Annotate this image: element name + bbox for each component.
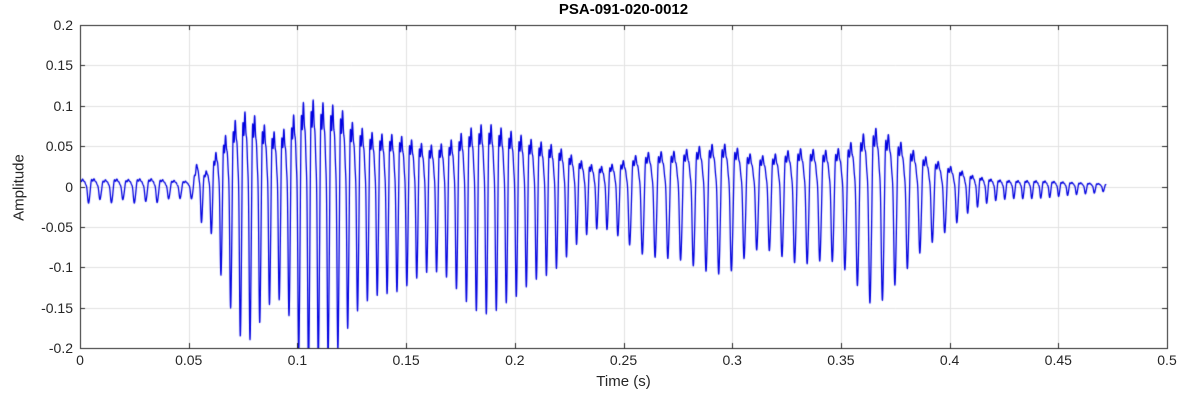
x-tick-label: 0.05 [175,352,203,368]
y-tick-label: 0.15 [45,57,73,74]
x-tick-label: 0.2 [505,352,525,368]
x-axis-label: Time (s) [596,373,651,390]
y-tick-label: -0.15 [41,299,73,316]
x-tick-label: 0.1 [287,352,308,368]
chart-title: PSA-091-020-0012 [558,1,689,18]
x-tick-label: 0.4 [939,352,960,368]
x-tick-label: 0 [76,352,84,368]
x-tick-label: 0.15 [392,352,420,368]
x-tick-label: 0.5 [1157,352,1177,368]
y-tick-label: 0.1 [53,97,73,114]
y-tick-label: -0.1 [48,259,73,276]
y-tick-label: -0.05 [41,218,73,235]
x-tick-label: 0.25 [609,352,638,368]
y-tick-label: -0.2 [48,340,73,356]
x-tick-label: 0.45 [1044,352,1072,368]
y-tick-label: 0.2 [53,17,73,33]
y-tick-label: 0 [65,178,73,195]
x-tick-label: 0.3 [722,352,742,368]
y-tick-label: 0.05 [45,138,73,155]
x-tick-label: 0.35 [827,352,855,368]
